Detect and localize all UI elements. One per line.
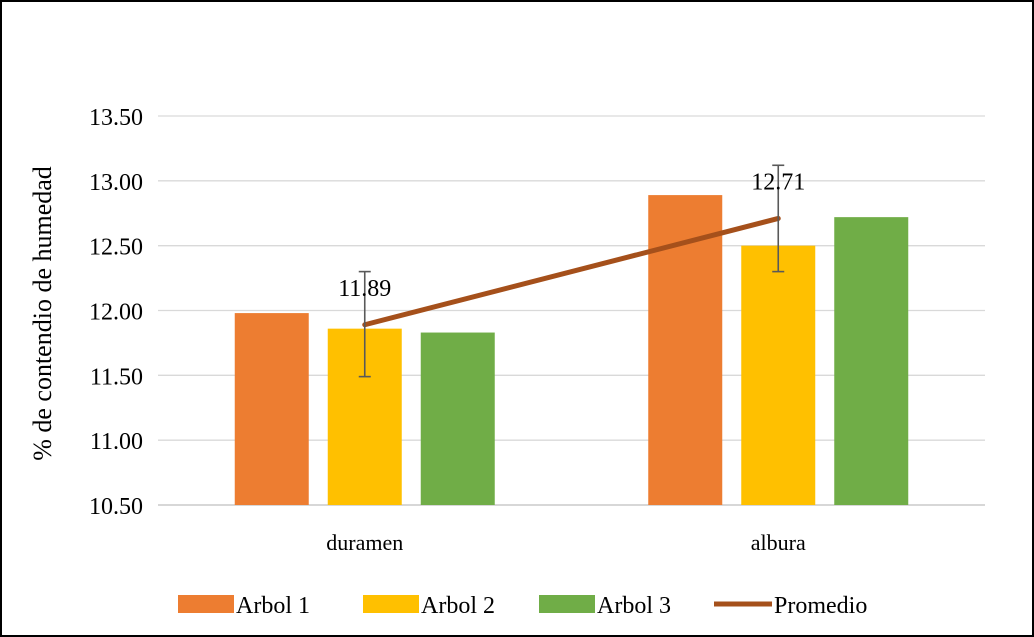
y-tick-label: 12.50 [89,235,143,261]
x-axis-categories: duramen albura [326,530,806,555]
legend-swatch [178,595,234,613]
bar [234,313,309,505]
bar [741,245,816,505]
y-tick-label: 13.50 [89,105,143,131]
y-tick-label: 10.50 [89,494,143,520]
y-axis-title: % de contendio de humedad [28,166,57,461]
bars [234,195,909,505]
legend-label: Arbol 3 [597,593,671,619]
legend-label: Arbol 2 [421,593,495,619]
y-tick-label: 11.50 [90,364,143,390]
x-category-label: duramen [326,530,403,555]
legend-swatch [539,595,595,613]
data-label: 12.71 [751,169,805,195]
legend-label: Promedio [774,593,867,619]
y-axis-ticks: 10.50 11.00 11.50 12.00 12.50 13.00 13.50 [89,105,143,520]
data-label: 11.89 [338,276,391,302]
legend-label: Arbol 1 [236,593,310,619]
average-line: 11.89 12.71 [338,164,805,378]
average-line-path [362,215,781,328]
bar [834,217,909,505]
y-tick-label: 13.00 [89,170,143,196]
x-category-label: albura [751,530,806,555]
bar [420,332,495,505]
legend: Arbol 1 Arbol 2 Arbol 3 Promedio [178,593,867,619]
legend-swatch [363,595,419,613]
y-tick-label: 12.00 [89,300,143,326]
y-tick-label: 11.00 [90,429,143,455]
